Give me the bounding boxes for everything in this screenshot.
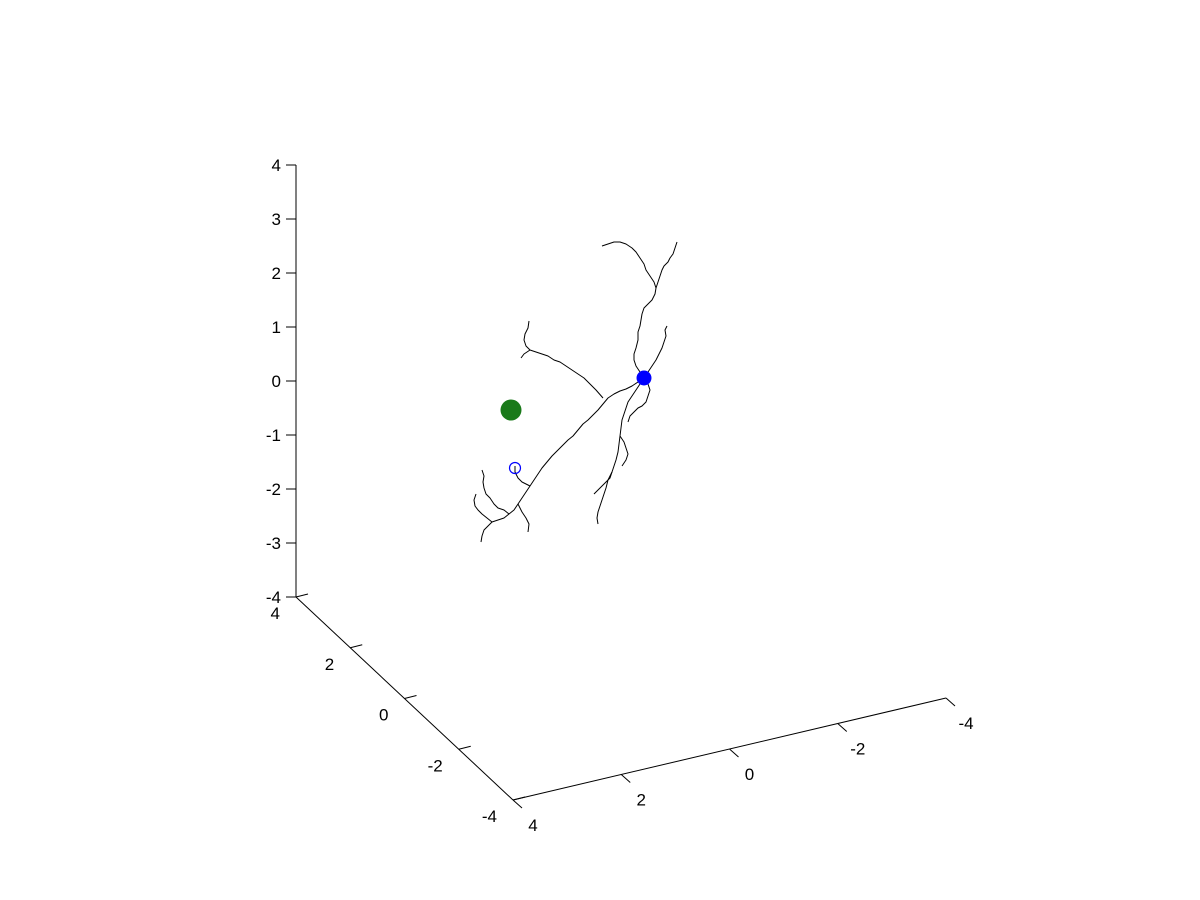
x-tick-mark (512, 799, 523, 809)
tree-branch (473, 493, 493, 523)
y-tick-label: 4 (271, 604, 280, 623)
tree-branch (480, 377, 645, 543)
z-tick-label: -2 (266, 480, 281, 499)
tree-branch (593, 377, 645, 495)
x-tick-label: 0 (745, 765, 754, 784)
tree-structure (473, 241, 678, 543)
x-tick-mark (620, 774, 631, 783)
tree-branch (596, 471, 613, 525)
x-tick-mark (945, 697, 956, 707)
z-tick-label: -4 (266, 588, 281, 607)
z-axis-ticks: -4 -3 -2 -1 0 1 2 3 4 (266, 156, 296, 607)
open-blue-marker (508, 461, 522, 475)
tree-branch (619, 435, 629, 467)
green-marker (500, 399, 522, 421)
x-tick-label: -4 (958, 714, 973, 733)
x-tick-label: 4 (528, 816, 537, 835)
blue-marker (636, 370, 652, 386)
z-tick-label: 3 (272, 210, 281, 229)
tree-branch (633, 241, 678, 379)
y-axis-ticks: 4 2 0 -2 -4 (271, 593, 526, 826)
x-tick-mark (729, 748, 739, 758)
y-tick-label: 0 (379, 706, 388, 725)
z-tick-label: 0 (272, 372, 281, 391)
tree-branch (514, 466, 531, 487)
tree-branch (601, 241, 657, 289)
x-tick-mark (837, 723, 848, 732)
y-tick-label: -4 (482, 807, 497, 826)
z-tick-label: 1 (272, 318, 281, 337)
tree-branch (517, 503, 530, 533)
y-tick-label: 2 (325, 655, 334, 674)
x-tick-label: -2 (850, 740, 865, 759)
tree-branch (643, 325, 668, 379)
y-tick-mark (295, 593, 309, 598)
y-tick-mark (458, 745, 471, 750)
tree-branch (627, 377, 651, 423)
tree-branch (520, 349, 531, 359)
y-tick-label: -2 (428, 756, 443, 775)
z-tick-label: -3 (266, 534, 281, 553)
tree-branch (523, 320, 604, 399)
z-tick-label: 4 (272, 156, 281, 175)
z-tick-label: 2 (272, 264, 281, 283)
tree-branch (481, 469, 510, 515)
y-tick-mark (350, 644, 363, 649)
z-tick-label: -1 (266, 426, 281, 445)
y-tick-mark (512, 796, 526, 801)
x-axis-ticks: 4 2 0 -2 -4 (512, 697, 974, 835)
y-tick-mark (404, 695, 417, 699)
x-tick-label: 2 (637, 791, 646, 810)
